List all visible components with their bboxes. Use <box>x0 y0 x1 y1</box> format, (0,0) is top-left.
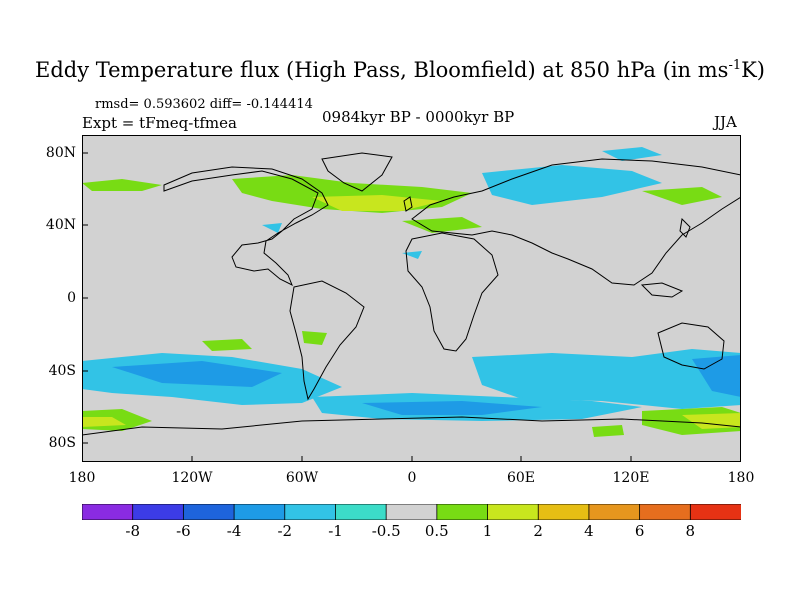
lat-label-40s: 40S <box>48 363 76 379</box>
anomaly-patch-s-america-coast <box>302 331 327 345</box>
anomaly-patch-ne-pacific <box>82 179 162 191</box>
anomaly-patch-australia-south <box>692 355 741 397</box>
colorbar-swatch <box>385 504 438 520</box>
map-title-sup: -1 <box>728 58 742 73</box>
colorbar-label: -8 <box>125 522 140 540</box>
colorbar-label: 4 <box>584 522 594 540</box>
lon-label-120w: 120W <box>171 470 213 486</box>
colorbar-swatch <box>335 504 388 520</box>
colorbar-swatch <box>588 504 641 520</box>
anomaly-patch-se-pacific <box>202 339 252 351</box>
anomaly-patch-antarctic-small <box>592 425 624 437</box>
colorbar-label: -2 <box>277 522 293 540</box>
experiment-label: Expt = tFmeq-tfmea <box>82 114 237 132</box>
coastlines <box>82 152 741 436</box>
colorbar-label: 2 <box>533 522 543 540</box>
lon-label-180w: 180 <box>68 470 96 486</box>
coast-south-america <box>289 280 365 401</box>
lon-label-180e: 180 <box>727 470 755 486</box>
colorbar-swatch <box>284 504 337 520</box>
colorbar-swatch <box>182 504 235 520</box>
lon-label-60w: 60W <box>285 470 319 486</box>
period-label: 0984kyr BP - 0000kyr BP <box>322 108 515 126</box>
lat-label-40n: 40N <box>45 217 76 233</box>
map-ticks <box>82 152 632 462</box>
anomaly-patch-europe <box>402 217 482 233</box>
colorbar-swatch <box>639 504 692 520</box>
anomaly-patch-north-siberia <box>482 165 662 205</box>
colorbar-label: -6 <box>176 522 191 540</box>
anomaly-patch-southern-ocean-core <box>362 401 542 415</box>
colorbar-label: 6 <box>634 522 645 540</box>
anomaly-patch-asia-ne <box>642 187 722 205</box>
anomaly-fields <box>82 147 741 437</box>
coast-antarctica <box>82 416 741 436</box>
anomaly-patch-south-pacific-core <box>112 361 282 387</box>
colorbar-swatch <box>233 504 286 520</box>
lat-label-80s: 80S <box>48 435 76 451</box>
lat-label-80n: 80N <box>45 145 76 161</box>
coast-north-america <box>163 166 329 287</box>
coast-eurasia <box>411 158 741 286</box>
anomaly-patch-indian-ocean <box>472 349 741 409</box>
colorbar-label: -1 <box>328 522 343 540</box>
anomaly-patch-north-atlantic-core <box>312 195 442 211</box>
coast-africa <box>405 232 499 352</box>
world-map <box>82 135 741 462</box>
map-title-text: Eddy Temperature flux (High Pass, Bloomf… <box>34 58 729 82</box>
coast-greenland <box>321 152 393 192</box>
map-title: Eddy Temperature flux (High Pass, Bloomf… <box>0 58 800 82</box>
lon-label-60e: 60E <box>506 470 536 486</box>
colorbar-label: 1 <box>482 522 493 540</box>
coast-uk <box>403 196 413 212</box>
stats-text: rmsd= 0.593602 diff= -0.144414 <box>95 97 313 112</box>
colorbar-swatch <box>537 504 590 520</box>
lat-label-0: 0 <box>67 290 76 306</box>
coast-indonesia <box>640 282 684 298</box>
colorbar <box>82 504 741 520</box>
colorbar-swatch <box>82 504 134 520</box>
lon-label-0: 0 <box>407 470 417 486</box>
coast-japan <box>679 217 691 238</box>
colorbar-swatch <box>689 504 741 520</box>
coast-australia <box>657 322 725 370</box>
map-title-suffix: K) <box>741 58 765 82</box>
anomaly-patch-gulf <box>262 223 282 233</box>
colorbar-label: 0.5 <box>424 522 449 540</box>
colorbar-swatch <box>132 504 185 520</box>
lon-label-120e: 120E <box>612 470 650 486</box>
colorbar-swatch <box>436 504 489 520</box>
colorbar-label: 8 <box>685 522 696 540</box>
season-label: JJA <box>714 113 737 131</box>
colorbar-swatch <box>487 504 540 520</box>
anomaly-patch-arctic <box>602 147 662 161</box>
colorbar-label: -0.5 <box>371 522 401 540</box>
anomaly-patch-ross-sea-core <box>82 417 126 427</box>
colorbar-label: -4 <box>226 522 242 540</box>
anomaly-patch-n-africa <box>402 251 422 259</box>
